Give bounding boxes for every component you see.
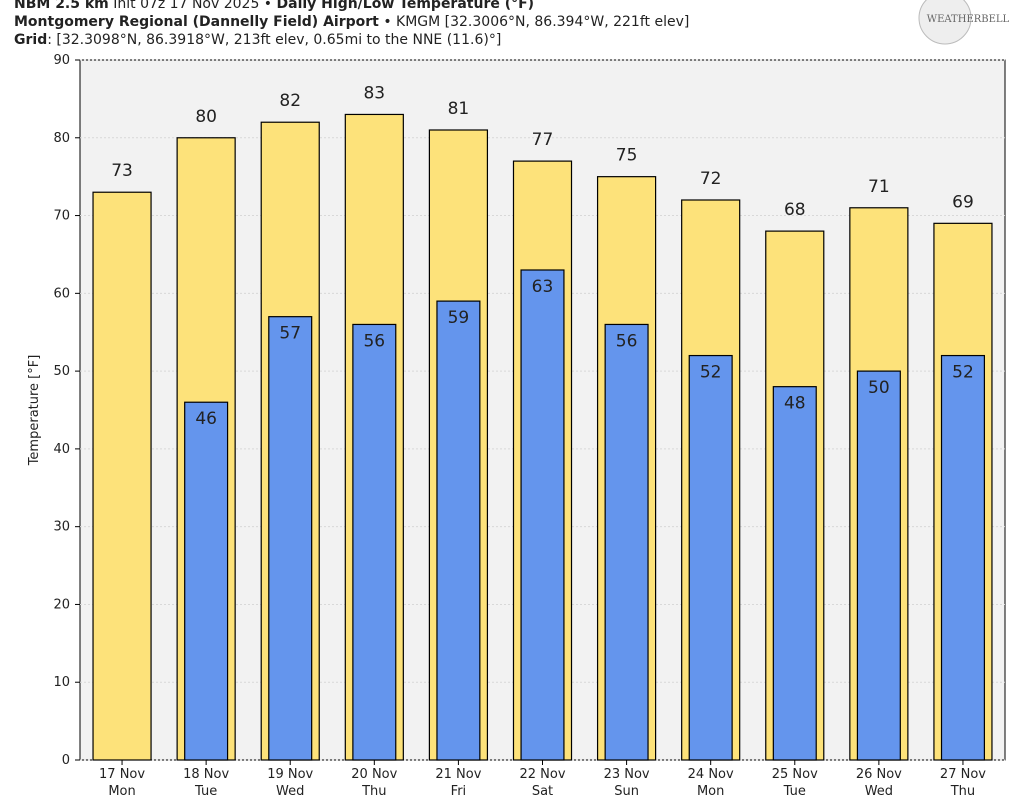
data-label: 73 <box>111 161 133 181</box>
x-tick-label: 17 Nov <box>99 767 145 782</box>
data-label: 82 <box>279 91 301 111</box>
data-label: 59 <box>448 308 470 328</box>
x-tick-label: Tue <box>783 784 806 799</box>
data-label: 52 <box>700 363 722 383</box>
model: NBM 2.5 km <box>14 0 109 12</box>
location-details: • KMGM [32.3006°N, 86.394°W, 221ft elev] <box>383 14 689 30</box>
x-tick-label: 25 Nov <box>772 767 818 782</box>
x-tick-label: 22 Nov <box>519 767 565 782</box>
y-tick-label: 0 <box>62 753 70 768</box>
x-tick-label: 23 Nov <box>604 767 650 782</box>
y-tick-label: 90 <box>53 53 70 68</box>
data-label: 81 <box>448 99 470 119</box>
data-label: 56 <box>363 331 385 351</box>
grid-label: Grid <box>14 32 47 48</box>
data-label: 69 <box>952 192 974 212</box>
x-tick-label: 27 Nov <box>940 767 986 782</box>
location: Montgomery Regional (Dannelly Field) Air… <box>14 14 689 30</box>
bar <box>352 323 397 761</box>
data-label: 57 <box>279 324 301 344</box>
bar <box>436 300 481 761</box>
y-tick-label: 40 <box>53 442 70 457</box>
y-tick-label: 20 <box>53 597 70 612</box>
logo-swirl <box>918 0 972 45</box>
y-tick-label: 80 <box>53 131 70 146</box>
y-tick-label: 50 <box>53 364 70 379</box>
x-tick-label: 19 Nov <box>267 767 313 782</box>
bar <box>688 354 733 761</box>
x-tick-label: Mon <box>108 784 135 799</box>
bar <box>604 323 649 761</box>
x-tick-label: 20 Nov <box>351 767 397 782</box>
data-label: 77 <box>532 130 554 150</box>
data-label: 56 <box>616 331 638 351</box>
y-tick-label: 30 <box>53 520 70 535</box>
x-tick-label: Mon <box>697 784 724 799</box>
data-label: 72 <box>700 169 722 189</box>
bar <box>184 401 229 761</box>
bar <box>92 191 152 761</box>
bar <box>940 354 985 761</box>
x-tick-label: Thu <box>950 784 975 799</box>
y-axis-label: Temperature [°F] <box>27 355 42 467</box>
x-tick-label: Wed <box>276 784 304 799</box>
init: Init 07z 17 Nov 2025 • <box>113 0 272 12</box>
chart-title: NBM 2.5 km Init 07z 17 Nov 2025 • Daily … <box>14 0 534 12</box>
grid-point: Grid: [32.3098°N, 86.3918°W, 213ft elev,… <box>14 32 501 48</box>
x-tick-label: Sat <box>532 784 553 799</box>
location-name: Montgomery Regional (Dannelly Field) Air… <box>14 14 379 30</box>
x-tick-label: Sun <box>614 784 639 799</box>
bar <box>520 269 565 761</box>
data-label: 46 <box>195 409 217 429</box>
data-label: 63 <box>532 277 554 297</box>
x-tick-label: 18 Nov <box>183 767 229 782</box>
data-label: 48 <box>784 394 806 414</box>
y-tick-label: 60 <box>53 286 70 301</box>
y-tick-label: 10 <box>53 675 70 690</box>
data-label: 75 <box>616 146 638 166</box>
data-label: 71 <box>868 177 890 197</box>
data-label: 68 <box>784 200 806 220</box>
logo: WEATHERBELL <box>927 14 1010 25</box>
data-label: 50 <box>868 378 890 398</box>
x-tick-label: Tue <box>194 784 217 799</box>
data-label: 83 <box>363 83 385 103</box>
x-tick-label: 21 Nov <box>435 767 481 782</box>
x-tick-label: Thu <box>361 784 386 799</box>
data-label: 52 <box>952 363 974 383</box>
x-tick-label: 26 Nov <box>856 767 902 782</box>
product: Daily High/Low Temperature (°F) <box>277 0 535 12</box>
bar <box>856 370 901 761</box>
y-tick-label: 70 <box>53 209 70 224</box>
data-label: 80 <box>195 107 217 127</box>
bar <box>772 386 817 761</box>
bar <box>268 316 313 761</box>
x-tick-label: Wed <box>865 784 893 799</box>
x-tick-label: 24 Nov <box>688 767 734 782</box>
x-tick-label: Fri <box>451 784 467 799</box>
grid-details: : [32.3098°N, 86.3918°W, 213ft elev, 0.6… <box>47 32 501 48</box>
